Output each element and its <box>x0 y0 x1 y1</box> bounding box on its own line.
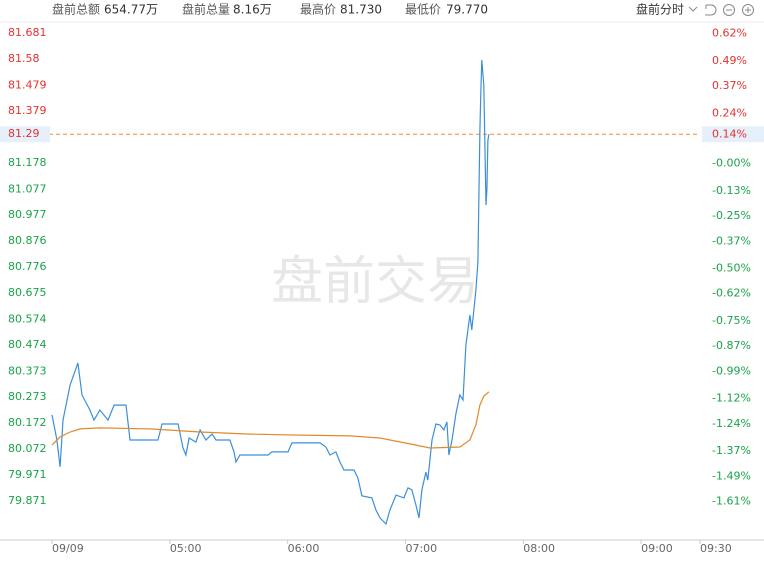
x-tick-label: 09/09 <box>52 542 84 555</box>
y-tick-label: 81.29 <box>8 127 40 140</box>
header-label: 最高价 <box>300 2 336 17</box>
header-value: 654.77万 <box>104 3 158 17</box>
y2-tick-label: 0.24% <box>712 106 747 119</box>
y2-tick-label: 0.14% <box>712 127 747 140</box>
y2-tick-label: 0.49% <box>712 54 747 67</box>
header-label: 盘前总额 <box>52 2 100 17</box>
y2-tick-label: -1.37% <box>712 444 751 457</box>
y-tick-label: 80.876 <box>8 234 47 247</box>
y-tick-label: 81.479 <box>8 78 47 91</box>
header-label: 盘前总量 <box>182 2 230 17</box>
y-tick-label: 81.178 <box>8 156 47 169</box>
header: 盘前总额 654.77万 盘前总量 8.16万 最高价 81.730 最低价 79.770 <box>52 2 488 17</box>
y2-tick-label: -1.24% <box>712 417 751 430</box>
y2-tick-label: -0.13% <box>712 184 751 197</box>
y-tick-label: 79.871 <box>8 494 47 507</box>
x-tick-label: 08:00 <box>523 542 555 555</box>
y2-tick-label: -0.50% <box>712 262 751 275</box>
y-tick-label: 79.971 <box>8 468 47 481</box>
y2-tick-label: -1.12% <box>712 392 751 405</box>
y2-tick-label: -0.62% <box>712 287 751 300</box>
x-tick-label: 07:00 <box>405 542 437 555</box>
y-tick-label: 80.072 <box>8 442 47 455</box>
x-tick-label: 09:00 <box>641 542 673 555</box>
last-price-box <box>702 126 764 143</box>
y-tick-label: 81.379 <box>8 104 47 117</box>
y2-tick-label: -0.37% <box>712 234 751 247</box>
x-tick-label: 06:00 <box>288 542 320 555</box>
zoom-out-icon[interactable] <box>723 4 735 16</box>
watermark: 盘前交易 <box>271 252 479 312</box>
y2-tick-label: -0.75% <box>712 314 751 327</box>
toolbar <box>705 4 754 16</box>
y-tick-label: 80.273 <box>8 390 47 403</box>
mode-selector[interactable]: 盘前分时 <box>636 2 684 17</box>
header-value: 81.730 <box>340 3 382 17</box>
y-tick-label: 80.172 <box>8 416 47 429</box>
y2-tick-label: -0.87% <box>712 339 751 352</box>
x-tick-label: 05:00 <box>170 542 202 555</box>
y-tick-label: 80.373 <box>8 364 47 377</box>
zoom-in-icon[interactable] <box>742 4 754 16</box>
y-tick-label: 80.776 <box>8 260 47 273</box>
y-tick-label: 80.977 <box>8 208 47 221</box>
y2-tick-label: -1.49% <box>712 469 751 482</box>
y-tick-label: 80.474 <box>8 338 47 351</box>
x-tick-label: 09:30 <box>700 542 732 555</box>
header-label: 最低价 <box>405 3 441 17</box>
reset-icon[interactable] <box>705 4 717 16</box>
header-value: 79.770 <box>446 3 488 17</box>
y2-tick-label: 0.62% <box>712 27 747 40</box>
y2-tick-label: -1.61% <box>712 494 751 507</box>
y-tick-label: 81.077 <box>8 182 47 195</box>
y-tick-label: 80.574 <box>8 312 47 325</box>
price-line <box>51 391 490 449</box>
y2-tick-label: 0.37% <box>712 79 747 92</box>
header-value: 8.16万 <box>233 3 272 17</box>
y2-tick-label: -0.00% <box>712 157 751 170</box>
y-tick-label: 80.675 <box>8 286 47 299</box>
y-tick-label: 81.58 <box>8 52 40 65</box>
y2-tick-label: -0.25% <box>712 209 751 222</box>
y2-tick-label: -0.99% <box>712 364 751 377</box>
dropdown-icon[interactable] <box>688 6 698 12</box>
y-tick-label: 81.681 <box>8 26 47 39</box>
price-line <box>51 59 490 526</box>
last-price-box <box>0 126 50 143</box>
